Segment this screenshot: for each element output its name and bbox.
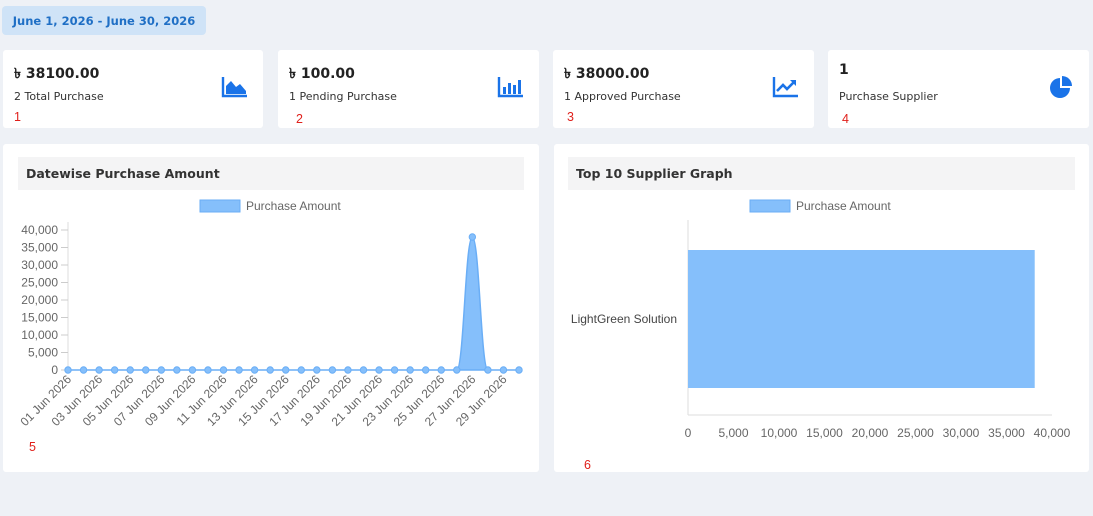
stat-label: 1 Approved Purchase xyxy=(564,90,681,103)
data-point xyxy=(110,366,119,374)
marker-label: 4 xyxy=(842,112,849,126)
data-point xyxy=(204,366,212,374)
data-point xyxy=(328,366,337,374)
approved-purchase-card: ৳ 38000.00 1 Approved Purchase 3 xyxy=(553,50,814,128)
data-point xyxy=(359,366,368,374)
stat-value: 1 xyxy=(839,62,849,78)
x-tick-label: 30,000 xyxy=(943,426,980,440)
stat-label: 1 Pending Purchase xyxy=(289,90,397,103)
stat-value: ৳ 100.00 xyxy=(289,66,355,82)
legend-swatch xyxy=(199,199,241,213)
data-point xyxy=(79,366,88,374)
panel-title: Datewise Purchase Amount xyxy=(18,157,524,190)
legend-swatch xyxy=(749,199,791,213)
pie-chart-icon xyxy=(1050,76,1072,98)
data-point xyxy=(173,366,181,374)
top-supplier-chart: Purchase Amount 0 5,000 10,000 15,000 20,000 2… xyxy=(571,199,1071,440)
legend-label: Purchase Amount xyxy=(796,199,891,213)
y-tick-label: 35,000 xyxy=(21,241,58,255)
datewise-purchase-panel: Datewise Purchase Amount Purchase Amount… xyxy=(3,144,539,472)
y-tick-label: 20,000 xyxy=(21,293,58,307)
datewise-purchase-chart: Purchase Amount 0 5,000 10,000 15,000 20,000 2… xyxy=(18,199,523,429)
y-tick-label: 40,000 xyxy=(21,223,58,237)
date-range-button[interactable]: June 1, 2026 - June 30, 2026 xyxy=(2,6,206,35)
area-chart-icon xyxy=(221,77,247,98)
y-tick-label: 15,000 xyxy=(21,311,58,325)
marker-label: 5 xyxy=(29,440,36,454)
data-point xyxy=(64,366,72,374)
data-point xyxy=(313,366,321,374)
y-tick-label: 0 xyxy=(51,363,58,377)
x-tick-label: 15,000 xyxy=(806,426,843,440)
y-tick-label: 10,000 xyxy=(21,328,58,342)
category-label: LightGreen Solution xyxy=(571,312,677,326)
stat-value: ৳ 38000.00 xyxy=(564,66,650,82)
legend-label: Purchase Amount xyxy=(246,199,341,213)
data-point xyxy=(390,366,399,374)
marker-label: 3 xyxy=(567,110,574,124)
stat-label: 2 Total Purchase xyxy=(14,90,104,103)
x-tick-label: 40,000 xyxy=(1034,426,1071,440)
data-point xyxy=(266,366,274,374)
data-point xyxy=(219,366,228,374)
data-point xyxy=(188,366,197,374)
y-tick-label: 5,000 xyxy=(28,346,58,360)
stat-label: Purchase Supplier xyxy=(839,90,938,103)
data-point xyxy=(126,366,134,374)
data-point xyxy=(344,366,352,374)
x-tick-label: 20,000 xyxy=(852,426,889,440)
stat-value: ৳ 38100.00 xyxy=(14,66,100,82)
data-point xyxy=(515,366,523,374)
bar-chart-icon xyxy=(497,77,523,98)
data-point xyxy=(406,366,414,374)
data-point xyxy=(421,366,430,374)
trending-up-icon xyxy=(772,77,798,98)
data-point xyxy=(499,366,508,374)
data-point xyxy=(468,233,477,241)
purchase-amount-area xyxy=(68,236,519,371)
data-point xyxy=(375,366,383,374)
data-point xyxy=(484,366,492,374)
marker-label: 6 xyxy=(584,458,591,472)
panel-title: Top 10 Supplier Graph xyxy=(568,157,1075,190)
total-purchase-card: ৳ 38100.00 2 Total Purchase 1 xyxy=(3,50,263,128)
pending-purchase-card: ৳ 100.00 1 Pending Purchase 2 xyxy=(278,50,539,128)
data-point xyxy=(157,366,166,374)
x-tick-label: 35,000 xyxy=(988,426,1025,440)
data-point xyxy=(297,366,305,374)
marker-label: 1 xyxy=(14,110,21,124)
data-point xyxy=(453,366,461,374)
x-tick-label: 10,000 xyxy=(761,426,798,440)
y-tick-label: 30,000 xyxy=(21,258,58,272)
marker-label: 2 xyxy=(296,112,303,126)
data-point xyxy=(437,366,445,374)
x-tick-label: 25,000 xyxy=(897,426,934,440)
purchase-supplier-card: 1 Purchase Supplier 4 xyxy=(828,50,1089,128)
data-point xyxy=(235,366,243,374)
supplier-bar xyxy=(688,250,1035,388)
x-tick-label: 0 xyxy=(685,426,692,440)
x-tick-label: 5,000 xyxy=(718,426,748,440)
data-point xyxy=(142,366,150,374)
data-point xyxy=(250,366,259,374)
y-tick-label: 25,000 xyxy=(21,276,58,290)
top-supplier-panel: Top 10 Supplier Graph Purchase Amount 0 5,… xyxy=(554,144,1089,472)
data-point xyxy=(282,366,290,374)
data-point xyxy=(95,366,103,374)
